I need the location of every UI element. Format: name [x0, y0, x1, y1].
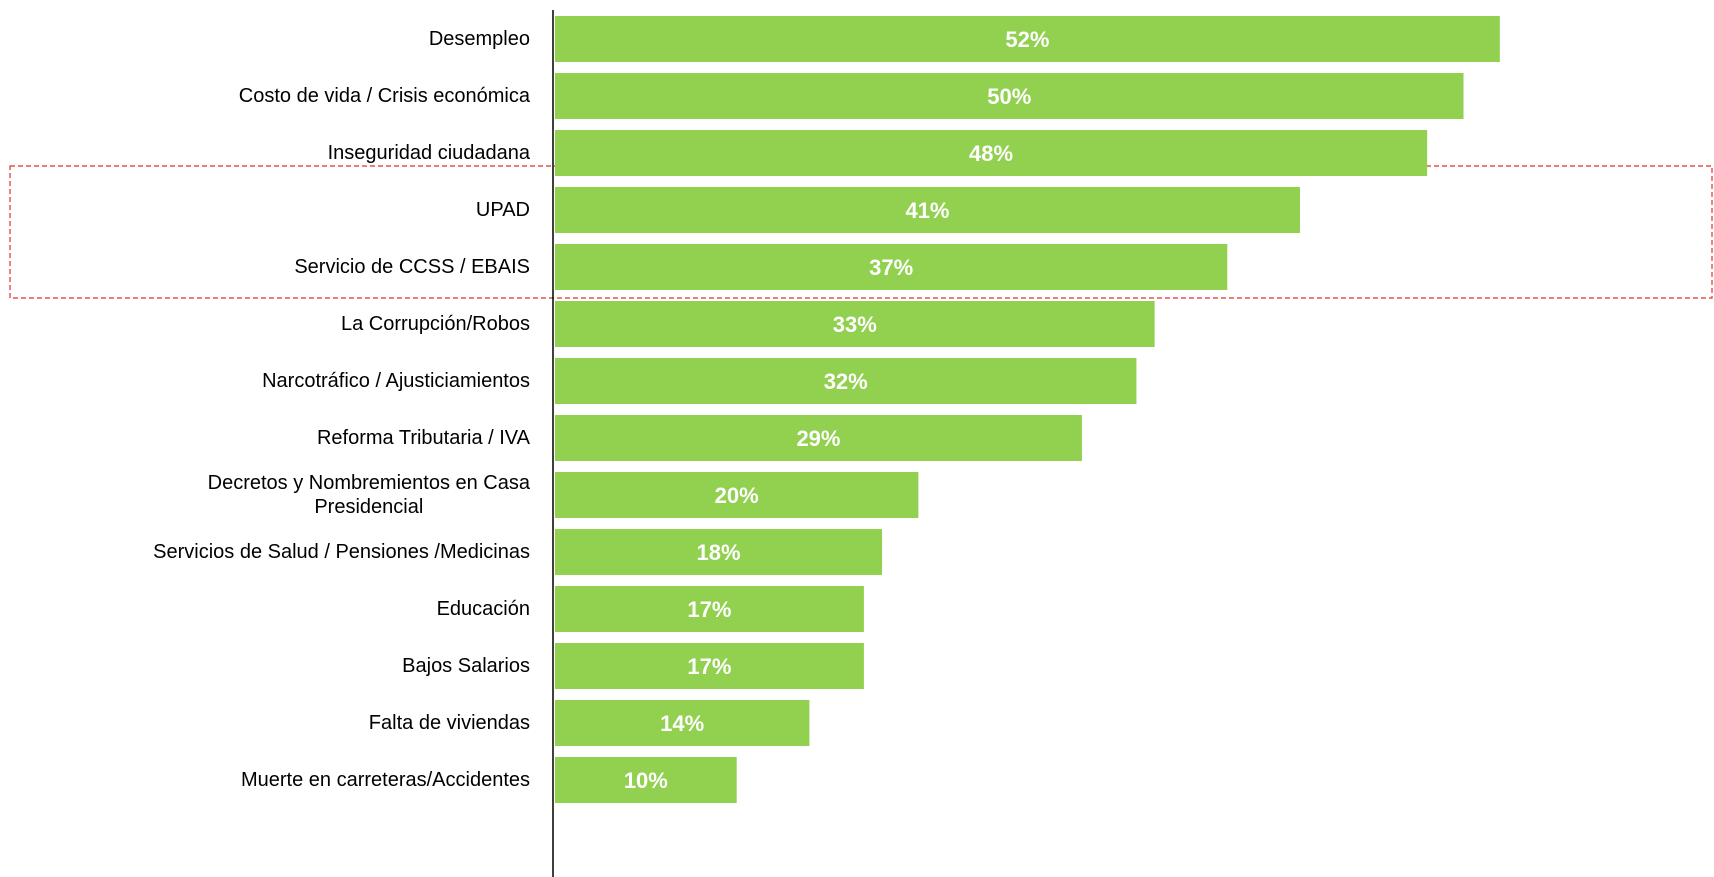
bar: [555, 586, 864, 632]
value-label: 32%: [824, 369, 868, 394]
category-label: Desempleo: [428, 28, 530, 50]
category-label: UPAD: [475, 199, 530, 221]
value-label: 17%: [687, 597, 731, 622]
bar: [555, 700, 810, 746]
value-label: 14%: [660, 711, 704, 736]
bar: [555, 244, 1228, 290]
category-label: Servicios de Salud / Pensiones /Medicina…: [153, 541, 530, 563]
value-label: 17%: [687, 654, 731, 679]
bar: [555, 301, 1155, 347]
bar: [555, 358, 1137, 404]
category-label: Falta de viviendas: [368, 712, 530, 734]
value-label: 37%: [869, 255, 913, 280]
bar: [555, 187, 1300, 233]
bar: [555, 16, 1500, 62]
category-label: Educación: [436, 598, 530, 620]
value-label: 33%: [833, 312, 877, 337]
category-label: Narcotráfico / Ajusticiamientos: [262, 370, 530, 392]
bar: [555, 472, 919, 518]
value-label: 41%: [905, 198, 949, 223]
category-label: Muerte en carreteras/Accidentes: [240, 769, 530, 791]
value-label: 20%: [715, 483, 759, 508]
category-label: Inseguridad ciudadana: [327, 142, 530, 164]
bar: [555, 757, 737, 803]
value-label: 48%: [969, 141, 1013, 166]
value-label: 29%: [796, 426, 840, 451]
bar: [555, 643, 864, 689]
bar: [555, 529, 883, 575]
value-label: 50%: [987, 84, 1031, 109]
category-label: Reforma Tributaria / IVA: [316, 427, 530, 449]
bar: [555, 73, 1464, 119]
category-label: Servicio de CCSS / EBAIS: [294, 256, 530, 278]
bar: [555, 415, 1082, 461]
value-label: 10%: [624, 768, 668, 793]
value-label: 52%: [1005, 27, 1049, 52]
category-label: Costo de vida / Crisis económica: [238, 85, 530, 107]
category-label: Bajos Salarios: [402, 655, 530, 677]
value-label: 18%: [697, 540, 741, 565]
bar: [555, 130, 1428, 176]
category-label: La Corrupción/Robos: [341, 313, 530, 335]
category-label: Decretos y Nombremientos en Casa Preside…: [207, 472, 530, 518]
